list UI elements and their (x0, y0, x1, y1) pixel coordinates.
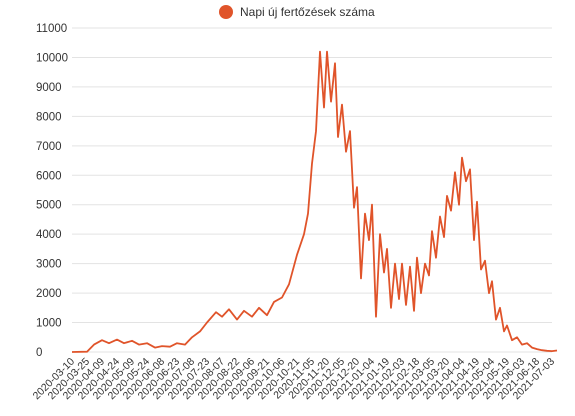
y-tick-label: 5000 (36, 200, 62, 212)
y-tick-label: 0 (36, 347, 42, 359)
y-tick-label: 2000 (36, 288, 62, 300)
y-tick-label: 8000 (36, 111, 62, 123)
series-group (71, 50, 558, 353)
y-tick-label: 4000 (36, 229, 62, 241)
legend-label: Napi új fertőzések száma (240, 5, 375, 19)
y-tick-label: 3000 (36, 259, 62, 271)
legend: Napi új fertőzések száma (219, 5, 375, 19)
y-tick-label: 10000 (36, 52, 68, 64)
y-tick-label: 1000 (36, 318, 62, 330)
legend-marker (219, 5, 233, 19)
y-tick-label: 7000 (36, 141, 62, 153)
y-tick-label: 11000 (36, 23, 67, 35)
x-axis: 2020-03-102020-03-252020-04-092020-04-24… (31, 356, 558, 403)
y-tick-label: 9000 (36, 82, 62, 94)
series-line-napi-uj-fertozesek (71, 50, 558, 353)
y-axis: 0 1000 2000 3000 4000 5000 6000 7000 8000 9000 100… (36, 23, 68, 359)
y-tick-label: 6000 (36, 170, 62, 182)
grid (72, 27, 552, 353)
